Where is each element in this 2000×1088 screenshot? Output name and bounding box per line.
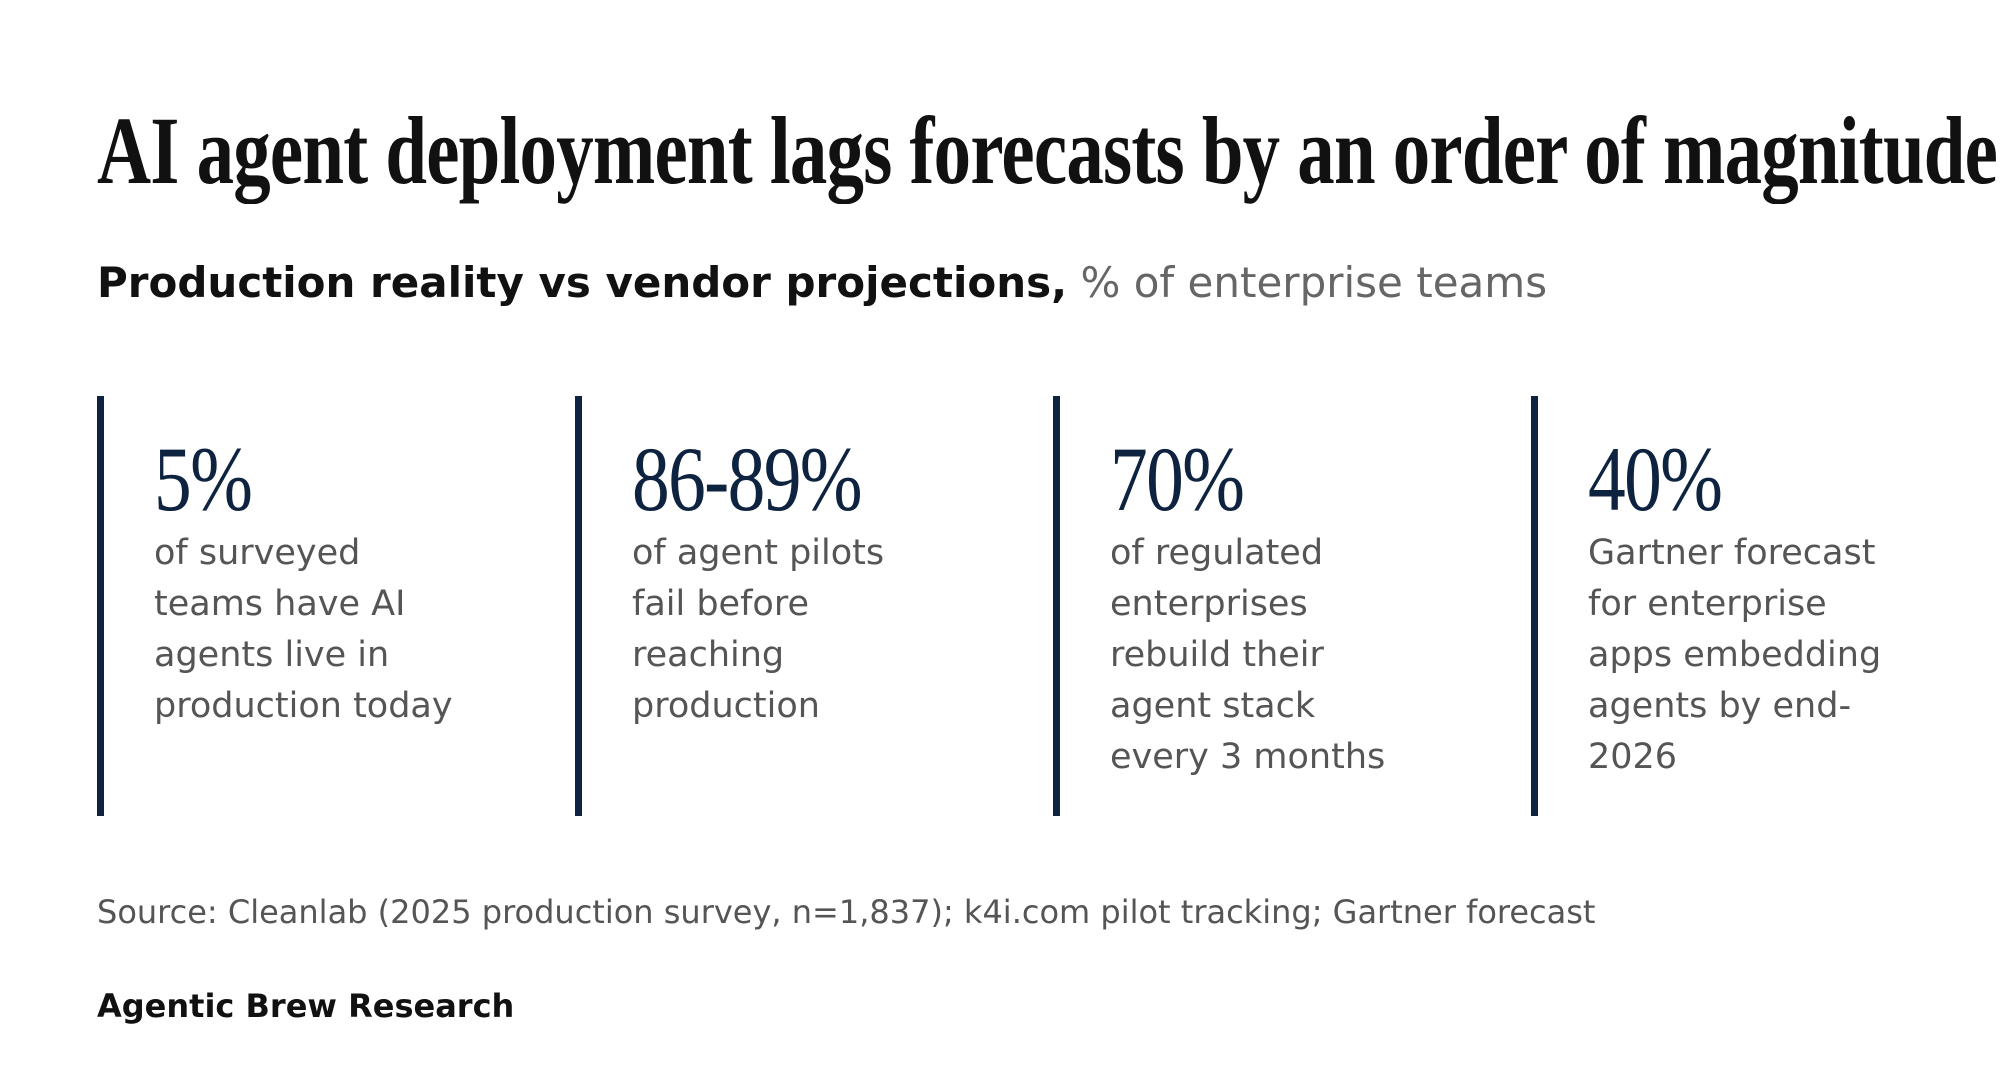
stat-text: of regulated enterprises rebuild their a… xyxy=(1110,533,1386,777)
stat-card: 86-89% of agent pilots fail before reachi… xyxy=(575,396,1002,816)
stat-card: 40% Gartner forecast for enterprise apps … xyxy=(1531,396,1958,816)
stat-text: of agent pilots fail before reaching pro… xyxy=(632,533,885,726)
source-note: Source: Cleanlab (2025 production survey… xyxy=(97,893,1596,931)
stat-value: 70% xyxy=(1110,428,1245,530)
subtitle-unit: % of enterprise teams xyxy=(1080,258,1548,307)
subtitle-lead: Production reality vs vendor projections… xyxy=(97,258,1068,307)
footer: Agentic Brew Research xyxy=(97,987,515,1025)
stat-value: 86-89% xyxy=(632,428,863,530)
stat-card: 5% of surveyed teams have AI agents live … xyxy=(97,396,524,816)
stat-value: 40% xyxy=(1588,428,1723,530)
stat-text: of surveyed teams have AI agents live in… xyxy=(154,533,453,726)
stat-value: 5% xyxy=(154,428,253,530)
stat-text: Gartner forecast for enterprise apps emb… xyxy=(1588,533,1882,777)
subtitle: Production reality vs vendor projections… xyxy=(97,258,1547,307)
stat-card: 70% of regulated enterprises rebuild thei… xyxy=(1053,396,1480,816)
title: AI agent deployment lags forecasts by an… xyxy=(97,97,2000,204)
